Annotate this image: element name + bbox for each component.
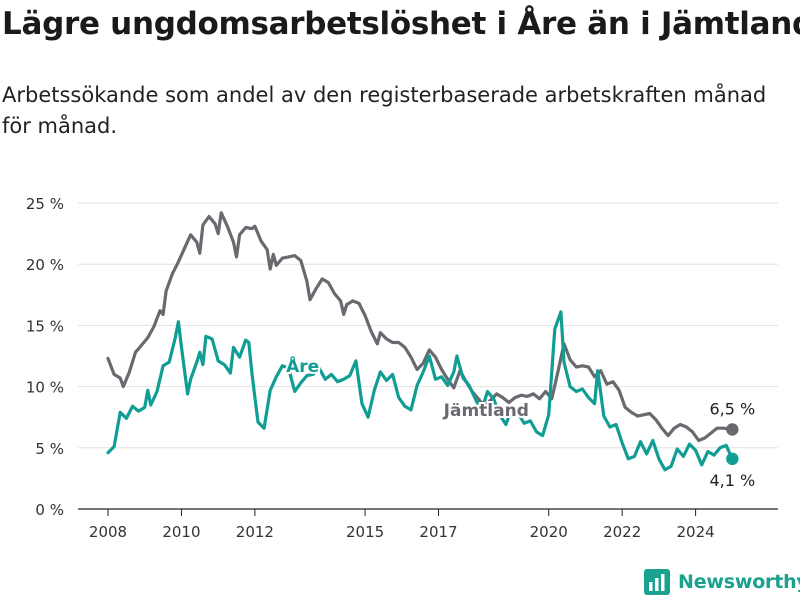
y-tick-label: 5 % bbox=[35, 440, 64, 458]
x-tick-label: 2012 bbox=[236, 523, 274, 541]
end-value-label: 6,5 % bbox=[709, 399, 755, 418]
y-tick-label: 10 % bbox=[26, 379, 64, 397]
x-tick-label: 2008 bbox=[89, 523, 127, 541]
series-line-are bbox=[106, 310, 734, 472]
y-tick-label: 20 % bbox=[26, 256, 64, 274]
end-value-label: 4,1 % bbox=[709, 471, 755, 490]
series-label-are: Åre bbox=[286, 354, 319, 377]
y-tick-label: 0 % bbox=[35, 501, 64, 519]
series-label-jamtland: Jämtland bbox=[443, 401, 529, 421]
x-tick-label: 2024 bbox=[677, 523, 715, 541]
x-tick-label: 2022 bbox=[603, 523, 641, 541]
x-tick-label: 2017 bbox=[419, 523, 457, 541]
x-tick-label: 2010 bbox=[162, 523, 200, 541]
series-line-jamtland bbox=[106, 211, 734, 443]
y-tick-label: 15 % bbox=[26, 317, 64, 335]
y-tick-label: 25 % bbox=[26, 195, 64, 213]
end-point-are bbox=[726, 452, 739, 466]
x-tick-label: 2015 bbox=[346, 523, 384, 541]
brand-name: Newsworthy bbox=[678, 571, 800, 593]
brand-logo: Newsworthy bbox=[644, 569, 800, 595]
x-tick-label: 2020 bbox=[530, 523, 568, 541]
chart-subtitle: Arbetssökande som andel av den registerb… bbox=[2, 83, 767, 138]
end-point-jamtland bbox=[726, 423, 739, 436]
newsworthy-logo-icon bbox=[644, 569, 670, 595]
chart-title: Lägre ungdomsarbetslöshet i Åre än i Jäm… bbox=[2, 6, 800, 42]
